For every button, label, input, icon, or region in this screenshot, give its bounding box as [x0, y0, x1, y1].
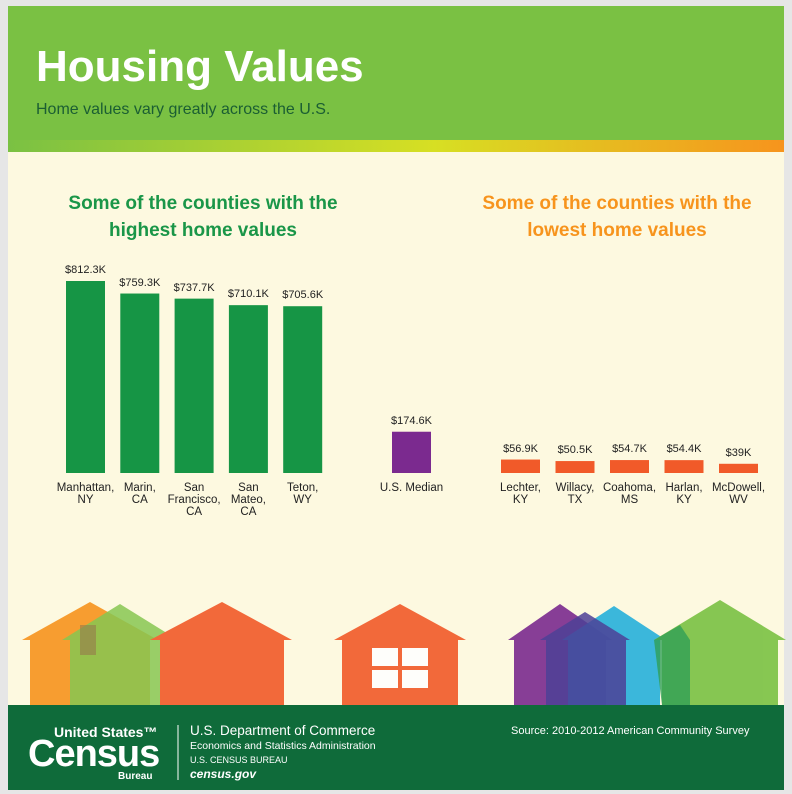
bar	[228, 305, 268, 473]
bar	[283, 306, 323, 473]
administration: Economics and Statistics Administration	[190, 740, 376, 752]
category-label: San Francisco, CA	[167, 482, 221, 518]
bar	[66, 281, 105, 473]
subtitle: Home values vary greatly across the U.S.	[36, 101, 331, 118]
bar	[501, 459, 540, 473]
logo-main: Census	[28, 733, 160, 775]
chart-title: Some of the counties with the lowest hom…	[482, 193, 752, 241]
value-label: $710.1K	[227, 288, 269, 301]
bar	[392, 431, 431, 473]
category-label: Teton, WY	[287, 482, 319, 506]
bar	[120, 293, 160, 473]
department: U.S. Department of Commerce	[190, 723, 376, 738]
website: census.gov	[190, 767, 257, 781]
category-label: Willacy, TX	[555, 482, 595, 506]
value-label: $56.9K	[503, 442, 538, 455]
value-label: $39K	[725, 446, 752, 459]
value-label: $759.3K	[119, 276, 161, 289]
category-label: Coahoma, MS	[602, 482, 657, 506]
value-label: $737.7K	[173, 281, 215, 294]
category-label: San Mateo, CA	[230, 482, 266, 518]
logo-bottom: Bureau	[118, 771, 153, 782]
logo-top: United States™	[54, 724, 158, 740]
category-label: Manhattan, NY	[56, 482, 115, 506]
value-label: $50.5K	[557, 444, 593, 457]
value-label: $174.6K	[391, 414, 432, 427]
value-label: $54.7K	[612, 443, 647, 456]
houses	[22, 600, 786, 705]
chart-title: Some of the counties with the highest ho…	[68, 193, 338, 241]
value-label: $812.3K	[65, 264, 106, 276]
bar	[610, 460, 649, 473]
bar	[719, 463, 758, 473]
category-label: Lechter, KY	[500, 482, 541, 506]
bar	[664, 460, 704, 473]
title: Housing Values	[36, 42, 364, 91]
source: Source: 2010-2012 American Community Sur…	[511, 725, 750, 737]
value-label: $54.4K	[666, 443, 702, 456]
category-label: Harlan, KY	[665, 482, 703, 506]
category-label: McDowell, WV	[711, 482, 766, 506]
bar	[174, 298, 214, 473]
category-label: Marin, CA	[123, 482, 156, 506]
bureau: U.S. CENSUS BUREAU	[190, 755, 288, 765]
value-label: $705.6K	[282, 289, 324, 302]
bar	[555, 461, 595, 473]
category-label: U.S. Median	[379, 482, 444, 494]
